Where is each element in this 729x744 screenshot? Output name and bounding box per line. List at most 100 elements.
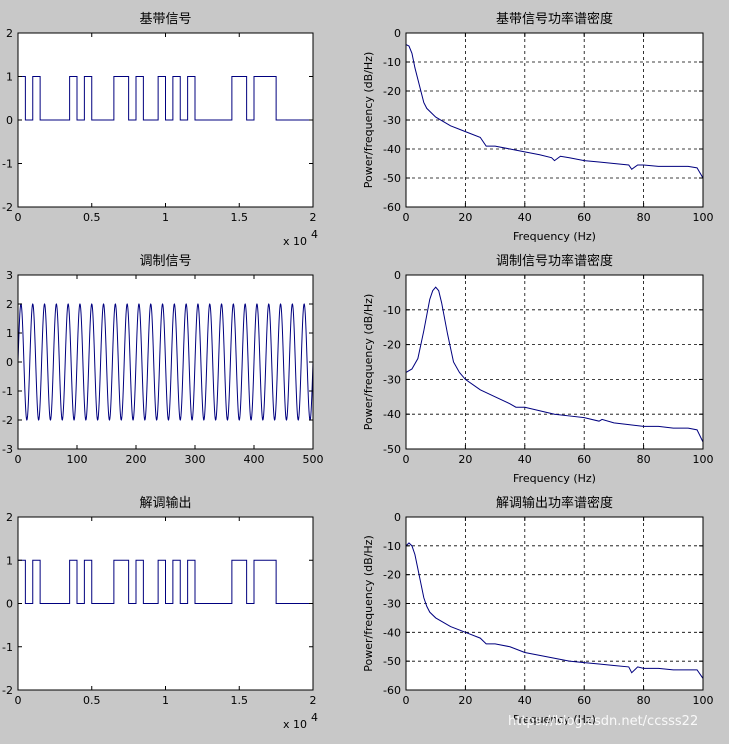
x-tick-label: 40: [518, 211, 532, 224]
y-tick-label: -30: [383, 373, 401, 386]
x-tick-label: 100: [693, 453, 714, 466]
y-tick-label: -60: [383, 684, 401, 697]
chart-3: 0 100 200 300 400 500 -3 -2 -1 0 1 2 3 调制信号: [2, 254, 323, 466]
y-tick-label: -3: [2, 443, 13, 456]
x-tick-label: 2: [310, 211, 317, 224]
y-axis-label: Power/frequency (dB/Hz): [362, 535, 375, 672]
x-tick-label: 0: [15, 453, 22, 466]
y-tick-label: -20: [383, 85, 401, 98]
x-tick-label: 1.5: [231, 694, 249, 707]
x-tick-label: 80: [637, 694, 651, 707]
series-line: [405, 286, 704, 443]
y-tick-label: 0: [6, 598, 13, 611]
y-tick-label: 2: [6, 298, 13, 311]
y-tick-label: -2: [2, 684, 13, 697]
y-tick-label: 0: [6, 356, 13, 369]
y-tick-label: -20: [383, 569, 401, 582]
y-tick-label: -1: [2, 385, 13, 398]
y-tick-label: -50: [383, 172, 401, 185]
y-tick-label: 3: [6, 269, 13, 282]
y-tick-label: -1: [2, 158, 13, 171]
x-tick-label: 2: [310, 694, 317, 707]
x-multiplier: x 10: [283, 235, 307, 248]
y-tick-label: -20: [383, 339, 401, 352]
series-line: [18, 559, 313, 604]
x-tick-label: 20: [458, 694, 472, 707]
y-tick-label: -50: [383, 443, 401, 456]
y-axis-label: Power/frequency (dB/Hz): [362, 294, 375, 431]
chart-title: 解调输出功率谱密度: [496, 495, 613, 511]
x-tick-label: 500: [303, 453, 324, 466]
x-tick-label: 0: [403, 211, 410, 224]
y-tick-label: -30: [383, 598, 401, 611]
chart-6: 0 20 40 60 80 100 -60 -50 -40 -30 -20 -10 0 解调输出功率谱密度…: [362, 495, 714, 726]
x-tick-label: 100: [67, 453, 88, 466]
plot-area: [406, 275, 703, 449]
x-tick-label: 200: [126, 453, 147, 466]
x-tick-label: 1.5: [231, 211, 249, 224]
x-tick-label: 0.5: [83, 694, 101, 707]
y-tick-label: 1: [6, 327, 13, 340]
y-tick-label: -2: [2, 201, 13, 214]
chart-2: 0 20 40 60 80 100 -60 -50 -40 -30 -20 -10 0 基带信号功率谱密度…: [362, 11, 714, 243]
series-line: [17, 303, 314, 421]
y-tick-label: -60: [383, 201, 401, 214]
y-tick-label: -10: [383, 540, 401, 553]
x-tick-label: 0: [15, 694, 22, 707]
x-multiplier-exponent: 4: [311, 711, 318, 724]
y-tick-label: 2: [6, 27, 13, 40]
x-tick-label: 0: [403, 453, 410, 466]
y-tick-label: 2: [6, 511, 13, 524]
series-line: [405, 542, 704, 679]
x-tick-label: 300: [185, 453, 206, 466]
y-tick-label: -40: [383, 626, 401, 639]
y-tick-label: -50: [383, 655, 401, 668]
chart-5: 0 0.5 1 1.5 2 -2 -1 0 1 2 解调输出 x 10 4: [2, 495, 318, 731]
x-tick-label: 0.5: [83, 211, 101, 224]
y-tick-label: -10: [383, 304, 401, 317]
y-tick-label: 0: [394, 27, 401, 40]
y-tick-label: -30: [383, 114, 401, 127]
watermark-text: https://blog.csdn.net/ccsss22: [508, 714, 699, 729]
y-tick-label: 1: [6, 71, 13, 84]
x-multiplier-exponent: 4: [311, 228, 318, 241]
x-tick-label: 40: [518, 453, 532, 466]
x-axis-label: Frequency (Hz): [513, 230, 596, 243]
x-multiplier: x 10: [283, 718, 307, 731]
x-tick-label: 20: [458, 211, 472, 224]
x-tick-label: 1: [162, 211, 169, 224]
y-tick-label: 0: [394, 511, 401, 524]
x-tick-label: 0: [15, 211, 22, 224]
x-tick-label: 80: [637, 211, 651, 224]
chart-title: 基带信号: [139, 12, 191, 27]
axes-frame: [405, 274, 704, 450]
series-line: [18, 76, 313, 121]
x-tick-label: 400: [244, 453, 265, 466]
x-tick-label: 100: [693, 211, 714, 224]
x-tick-label: 1: [162, 694, 169, 707]
y-tick-label: -40: [383, 408, 401, 421]
y-axis-label: Power/frequency (dB/Hz): [362, 52, 375, 189]
x-tick-label: 0: [403, 694, 410, 707]
chart-4: 0 20 40 60 80 100 -50 -40 -30 -20 -10 0 调制信号功率谱密度 Fre…: [362, 253, 714, 485]
y-tick-label: -2: [2, 414, 13, 427]
y-tick-label: 0: [6, 114, 13, 127]
x-tick-label: 20: [458, 453, 472, 466]
x-tick-label: 40: [518, 694, 532, 707]
x-tick-label: 60: [577, 211, 591, 224]
chart-title: 调制信号功率谱密度: [496, 253, 613, 269]
series-line: [405, 44, 704, 179]
chart-title: 基带信号功率谱密度: [496, 11, 613, 27]
y-tick-label: -10: [383, 56, 401, 69]
y-tick-label: 0: [394, 269, 401, 282]
chart-1: 0 0.5 1 1.5 2 -2 -1 0 1 2 基带信号 x 10 4: [2, 12, 318, 248]
y-tick-label: 1: [6, 554, 13, 567]
chart-title: 解调输出: [139, 495, 191, 511]
x-tick-label: 80: [637, 453, 651, 466]
x-axis-label: Frequency (Hz): [513, 472, 596, 485]
x-tick-label: 60: [577, 453, 591, 466]
y-tick-label: -40: [383, 143, 401, 156]
chart-title: 调制信号: [139, 254, 191, 269]
x-tick-label: 60: [577, 694, 591, 707]
